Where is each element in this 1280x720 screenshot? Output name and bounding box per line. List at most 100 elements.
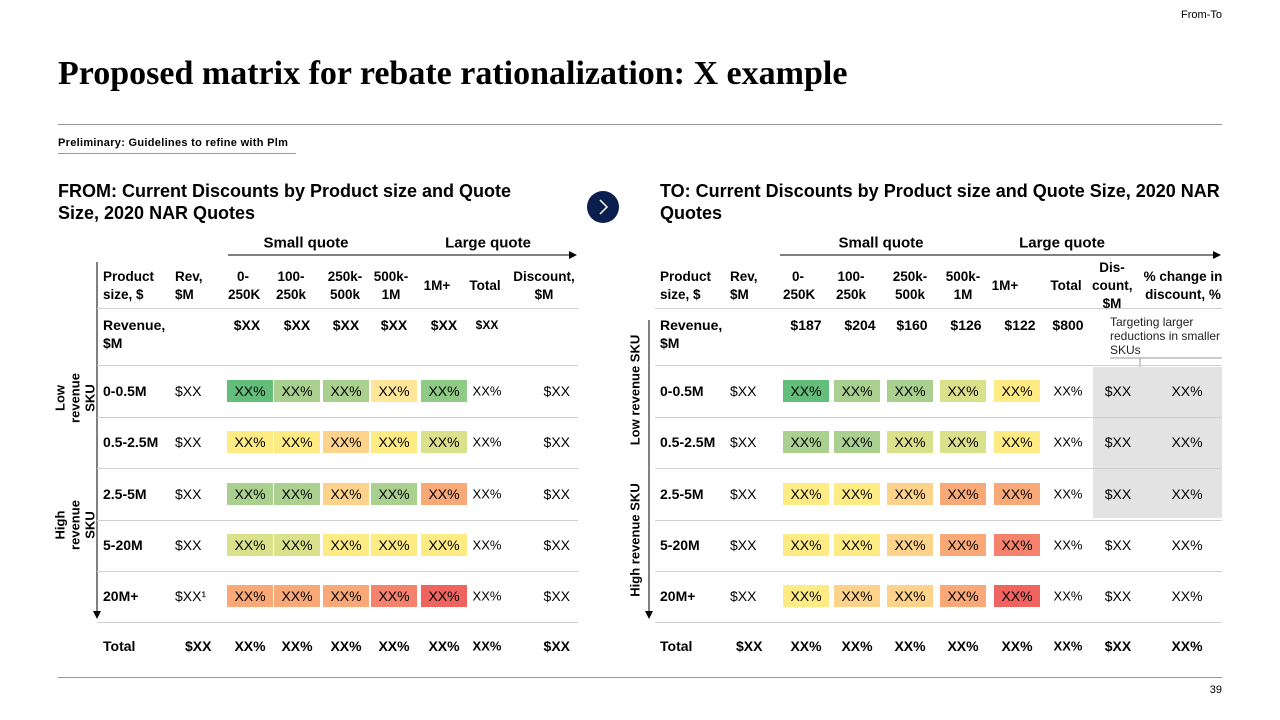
revenue-value: $XX [233, 317, 261, 333]
row-divider [655, 308, 1222, 309]
panel-title: FROM: Current Discounts by Product size … [58, 181, 512, 223]
discount-cell: XX% [227, 431, 273, 453]
total-cell: XX% [378, 638, 410, 654]
discount-cell: XX% [783, 431, 829, 453]
total-cell: XX% [472, 638, 502, 654]
column-header: Dis-count, $M [1092, 260, 1133, 311]
subtitle: Preliminary: Guidelines to refine with P… [58, 137, 297, 154]
discount-cell: XX% [834, 483, 880, 505]
rev-value: $XX [175, 486, 202, 502]
row-divider [97, 520, 578, 521]
total-value: XX% [472, 486, 502, 502]
rev-value: $XX [730, 383, 757, 399]
revenue-value: $XX [332, 317, 360, 333]
column-header: Total [1050, 278, 1082, 293]
total-cell: XX% [1053, 638, 1083, 654]
total-cell: XX% [841, 638, 873, 654]
quote-label: Large quote [1019, 234, 1105, 252]
discount-cell: XX% [323, 380, 369, 402]
total-value: XX% [472, 588, 502, 604]
rev-value: $XX [730, 434, 757, 450]
discount-cell: XX% [323, 534, 369, 556]
total-cell: XX% [947, 638, 979, 654]
page-number: 39 [1209, 684, 1222, 696]
rev-value: $XX [175, 537, 202, 553]
discount-cell: XX% [274, 431, 320, 453]
total-value: XX% [1053, 434, 1083, 450]
discount-cell: XX% [994, 483, 1040, 505]
total-value: XX% [1053, 588, 1083, 604]
total-cell: XX% [281, 638, 313, 654]
row-label: 2.5-5M [660, 486, 704, 502]
rule [58, 677, 1222, 678]
rev-value: $XX [730, 588, 757, 604]
column-header: 0-250K [228, 269, 261, 302]
discount-cell: XX% [274, 534, 320, 556]
discount-value: $XX [1104, 537, 1132, 553]
discount-value: $XX [543, 588, 570, 604]
change-value: XX% [1171, 383, 1203, 399]
discount-cell: XX% [834, 431, 880, 453]
row-divider [655, 365, 1222, 366]
row-divider [97, 308, 578, 309]
column-header: Product size, $ [660, 269, 712, 302]
total-cell: XX% [428, 638, 460, 654]
rev-value: $XX [185, 638, 212, 654]
total-value: XX% [472, 434, 502, 450]
row-label: Revenue, $M [660, 317, 723, 351]
change-value: XX% [1171, 537, 1203, 553]
rev-value: $XX [175, 383, 202, 399]
rev-value: $XX¹ [175, 588, 207, 604]
discount-cell: XX% [887, 431, 933, 453]
row-divider [97, 571, 578, 572]
column-header: 0-250K [783, 269, 816, 302]
total-cell: XX% [790, 638, 822, 654]
row-divider [97, 622, 578, 623]
discount-cell: XX% [323, 483, 369, 505]
column-header: 250k-500k [892, 269, 928, 302]
discount-cell: XX% [994, 585, 1040, 607]
row-label: 20M+ [660, 588, 696, 604]
change-value: XX% [1171, 638, 1203, 654]
discount-cell: XX% [783, 380, 829, 402]
discount-cell: XX% [371, 380, 417, 402]
rev-value: $XX [175, 434, 202, 450]
revenue-value: $XX [380, 317, 408, 333]
discount-cell: XX% [227, 534, 273, 556]
column-header: 250k-500k [327, 269, 363, 302]
column-header: 100-250k [835, 269, 867, 302]
discount-value: $XX [543, 638, 570, 654]
row-label: 0-0.5M [660, 383, 704, 399]
total-cell: XX% [234, 638, 266, 654]
discount-cell: XX% [940, 380, 986, 402]
discount-cell: XX% [227, 483, 273, 505]
column-header: Discount, $M [513, 269, 575, 302]
title: Proposed matrix for rebate rationalizati… [58, 55, 848, 92]
column-header: Rev, $M [730, 269, 758, 302]
discount-value: $XX [1104, 486, 1132, 502]
discount-cell: XX% [227, 380, 273, 402]
revenue-value: $204 [844, 317, 876, 333]
total-cell: XX% [330, 638, 362, 654]
discount-cell: XX% [371, 431, 417, 453]
discount-cell: XX% [421, 483, 467, 505]
row-divider [97, 417, 578, 418]
row-divider [655, 468, 1222, 469]
discount-cell: XX% [940, 534, 986, 556]
column-header: 500k-1M [373, 269, 409, 302]
column-header: Total [469, 278, 501, 293]
discount-cell: XX% [994, 380, 1040, 402]
change-value: XX% [1171, 588, 1203, 604]
discount-cell: XX% [371, 483, 417, 505]
row-divider [655, 622, 1222, 623]
discount-cell: XX% [994, 431, 1040, 453]
total-cell: XX% [894, 638, 926, 654]
column-header: Rev, $M [175, 269, 203, 302]
row-label: 5-20M [660, 537, 700, 553]
side-label: Low revenue SKU [52, 373, 98, 423]
row-label: 20M+ [103, 588, 139, 604]
column-header: 500k-1M [945, 269, 981, 302]
discount-value: $XX [543, 486, 570, 502]
